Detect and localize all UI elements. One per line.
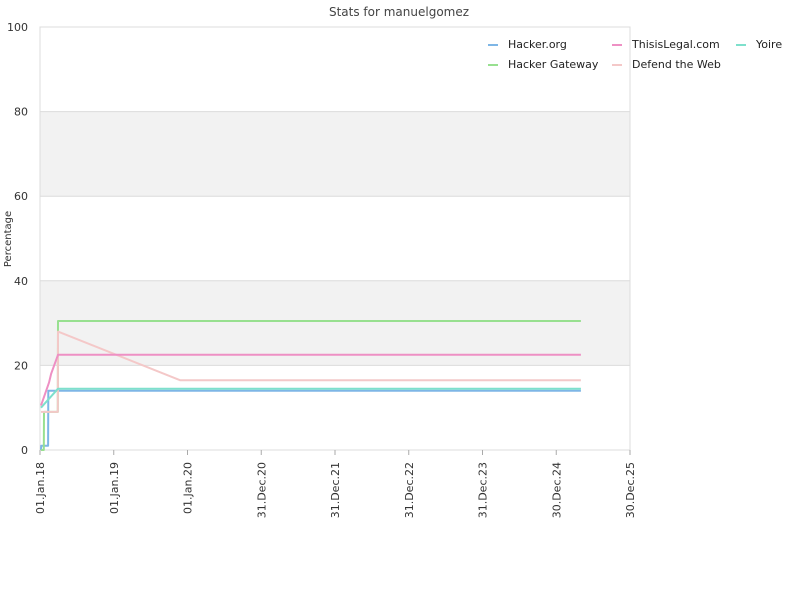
x-tick-label: 01.Jan.18 <box>34 462 47 514</box>
y-tick-label: 80 <box>14 106 28 119</box>
series-line-hacker-org <box>40 389 581 451</box>
chart-title: Stats for manuelgomez <box>329 5 469 19</box>
x-tick-label: 31.Dec.20 <box>255 462 268 518</box>
legend-label: Hacker.org <box>508 38 567 51</box>
x-tick-label: 30.Dec.24 <box>550 462 563 518</box>
y-tick-label: 0 <box>21 444 28 457</box>
grid-band <box>40 111 630 197</box>
x-tick-label: 01.Jan.20 <box>182 462 195 514</box>
legend-label: Yoire <box>755 38 782 51</box>
legend-label: Defend the Web <box>632 58 721 71</box>
legend-label: ThisisLegal.com <box>631 38 720 51</box>
y-tick-label: 40 <box>14 275 28 288</box>
x-tick-label: 01.Jan.19 <box>108 462 121 514</box>
y-tick-label: 100 <box>7 21 28 34</box>
y-axis-label: Percentage <box>3 211 14 267</box>
legend-label: Hacker Gateway <box>508 58 599 71</box>
series-line-defend-the-web <box>41 330 581 413</box>
plot-frame <box>39 26 631 451</box>
grid-band <box>40 280 630 366</box>
series-line-thisislegal-com <box>40 353 581 406</box>
y-tick-label: 60 <box>14 190 28 203</box>
y-tick-label: 20 <box>14 359 28 372</box>
x-tick-label: 31.Dec.21 <box>329 462 342 518</box>
x-tick-label: 30.Dec.25 <box>624 462 637 518</box>
x-tick-label: 31.Dec.22 <box>403 462 416 518</box>
x-tick-label: 31.Dec.23 <box>477 462 490 518</box>
series-line-yoire <box>40 387 581 409</box>
